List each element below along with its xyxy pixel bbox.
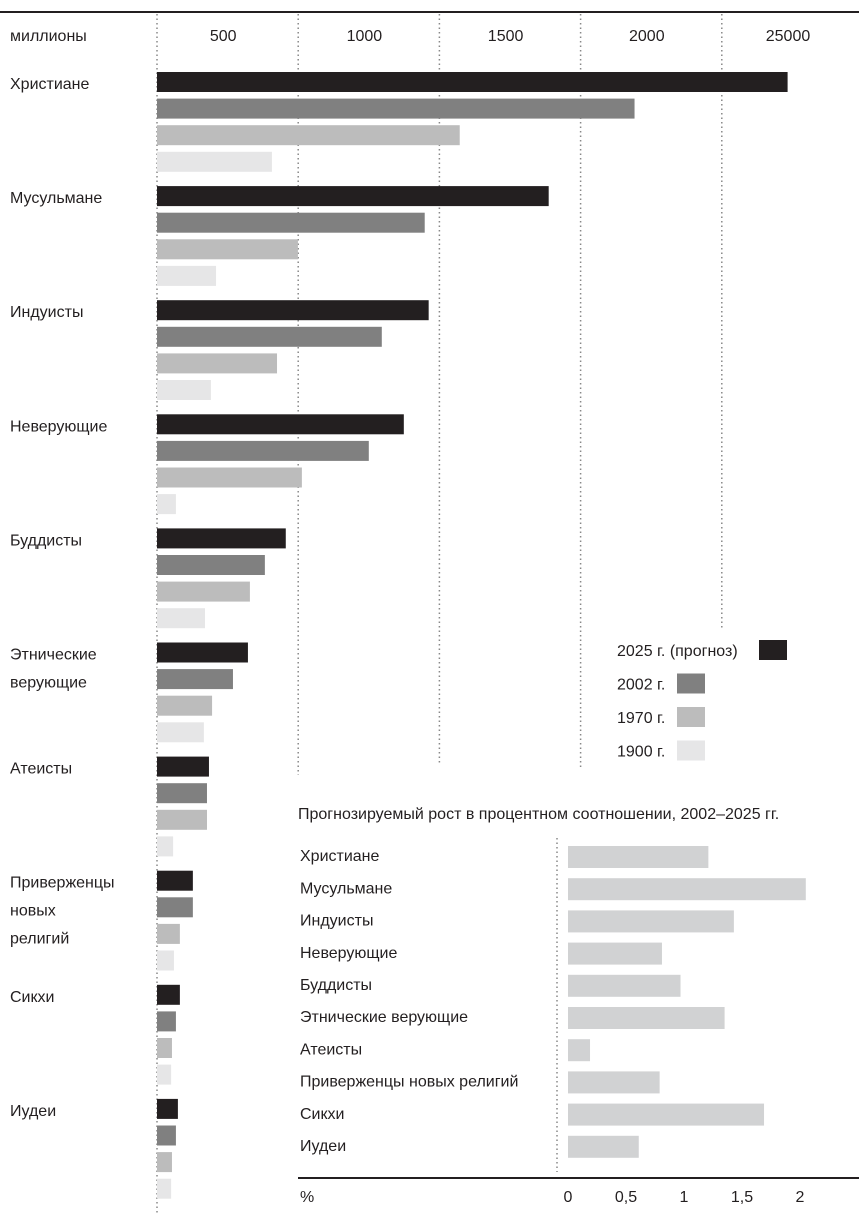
category-label: Этнические верующие	[300, 1009, 468, 1026]
bar	[157, 1178, 172, 1199]
category-label: Иудеи	[10, 1103, 56, 1120]
legend-swatch	[759, 640, 787, 660]
bar	[157, 98, 635, 119]
legend-label: 2025 г. (прогноз)	[617, 643, 738, 660]
bar	[157, 608, 206, 629]
bar	[568, 974, 681, 997]
x-tick-label: 2000	[629, 28, 665, 45]
bar	[157, 722, 204, 743]
bar	[157, 440, 369, 461]
bar	[157, 265, 217, 286]
bar	[157, 151, 272, 172]
bar	[157, 494, 176, 515]
x-tick-label: 2	[796, 1189, 805, 1206]
bar	[568, 1071, 660, 1094]
category-label: Неверующие	[10, 419, 107, 436]
bar	[157, 186, 549, 207]
bar	[568, 846, 709, 868]
bar	[157, 239, 298, 260]
bar	[157, 353, 278, 374]
bar	[157, 1098, 178, 1119]
category-label: Приверженцы новых религий	[10, 875, 119, 948]
category-label: Буддисты	[10, 533, 82, 550]
bar	[157, 326, 382, 347]
bar	[157, 756, 209, 777]
x-tick-label: 500	[210, 28, 237, 45]
bar	[157, 695, 213, 716]
bar	[157, 783, 207, 804]
x-tick-label: 0	[564, 1189, 573, 1206]
bar	[157, 555, 265, 575]
category-label: Индуисты	[300, 913, 373, 930]
bar	[157, 923, 180, 944]
bar	[157, 380, 211, 400]
x-tick-label: 1500	[488, 28, 524, 45]
x-tick-label: 1,5	[731, 1189, 753, 1206]
category-label: Индуисты	[10, 304, 83, 321]
bar	[157, 870, 193, 891]
chart-title: Прогнозируемый рост в процентном соотнош…	[298, 806, 779, 823]
bar	[157, 984, 180, 1005]
x-tick-label: 1	[680, 1189, 689, 1206]
category-label: Сикхи	[10, 989, 54, 1006]
legend-label: 1900 г.	[617, 744, 665, 761]
bar	[568, 1103, 765, 1126]
category-label: Мусульмане	[300, 880, 392, 897]
bar	[568, 1007, 725, 1029]
category-label: Буддисты	[300, 977, 372, 994]
legend-swatch	[677, 673, 705, 694]
legend-swatch	[677, 740, 705, 761]
category-label: Приверженцы новых религий	[300, 1074, 518, 1091]
bar	[157, 581, 250, 602]
bar	[157, 467, 302, 488]
category-label: Этнические верующие	[10, 647, 101, 692]
category-label: Неверующие	[300, 945, 397, 962]
x-tick-label: 25000	[766, 28, 811, 45]
bar	[568, 878, 806, 901]
bar	[157, 1152, 172, 1173]
bar	[157, 809, 207, 830]
bar	[157, 642, 248, 663]
bar	[157, 300, 429, 321]
bar	[157, 528, 286, 549]
bar	[568, 1039, 591, 1062]
bar	[157, 1064, 172, 1085]
bar	[568, 1135, 639, 1158]
bar	[157, 669, 233, 690]
legend-label: 2002 г.	[617, 677, 665, 694]
bar	[157, 1125, 176, 1146]
bar	[157, 950, 174, 971]
x-tick-label: 1000	[347, 28, 383, 45]
bar	[157, 897, 193, 918]
bar	[157, 125, 460, 146]
x-tick-label: 0,5	[615, 1189, 637, 1206]
bar	[157, 1011, 176, 1032]
x-axis-label: %	[300, 1189, 314, 1206]
bar	[157, 414, 404, 435]
bar	[568, 942, 662, 965]
bar	[157, 72, 788, 92]
category-label: Христиане	[300, 848, 380, 865]
category-label: Иудеи	[300, 1138, 346, 1155]
legend-label: 1970 г.	[617, 710, 665, 727]
category-label: Сикхи	[300, 1106, 344, 1123]
category-label: Христиане	[10, 76, 90, 93]
category-label: Атеисты	[300, 1041, 362, 1058]
category-label: Мусульмане	[10, 190, 102, 207]
x-axis-label: миллионы	[10, 28, 87, 45]
bar	[568, 910, 734, 933]
legend-swatch	[677, 707, 705, 727]
bar	[157, 1038, 172, 1058]
bar	[157, 836, 174, 857]
bar	[157, 212, 425, 233]
category-label: Атеисты	[10, 761, 72, 778]
